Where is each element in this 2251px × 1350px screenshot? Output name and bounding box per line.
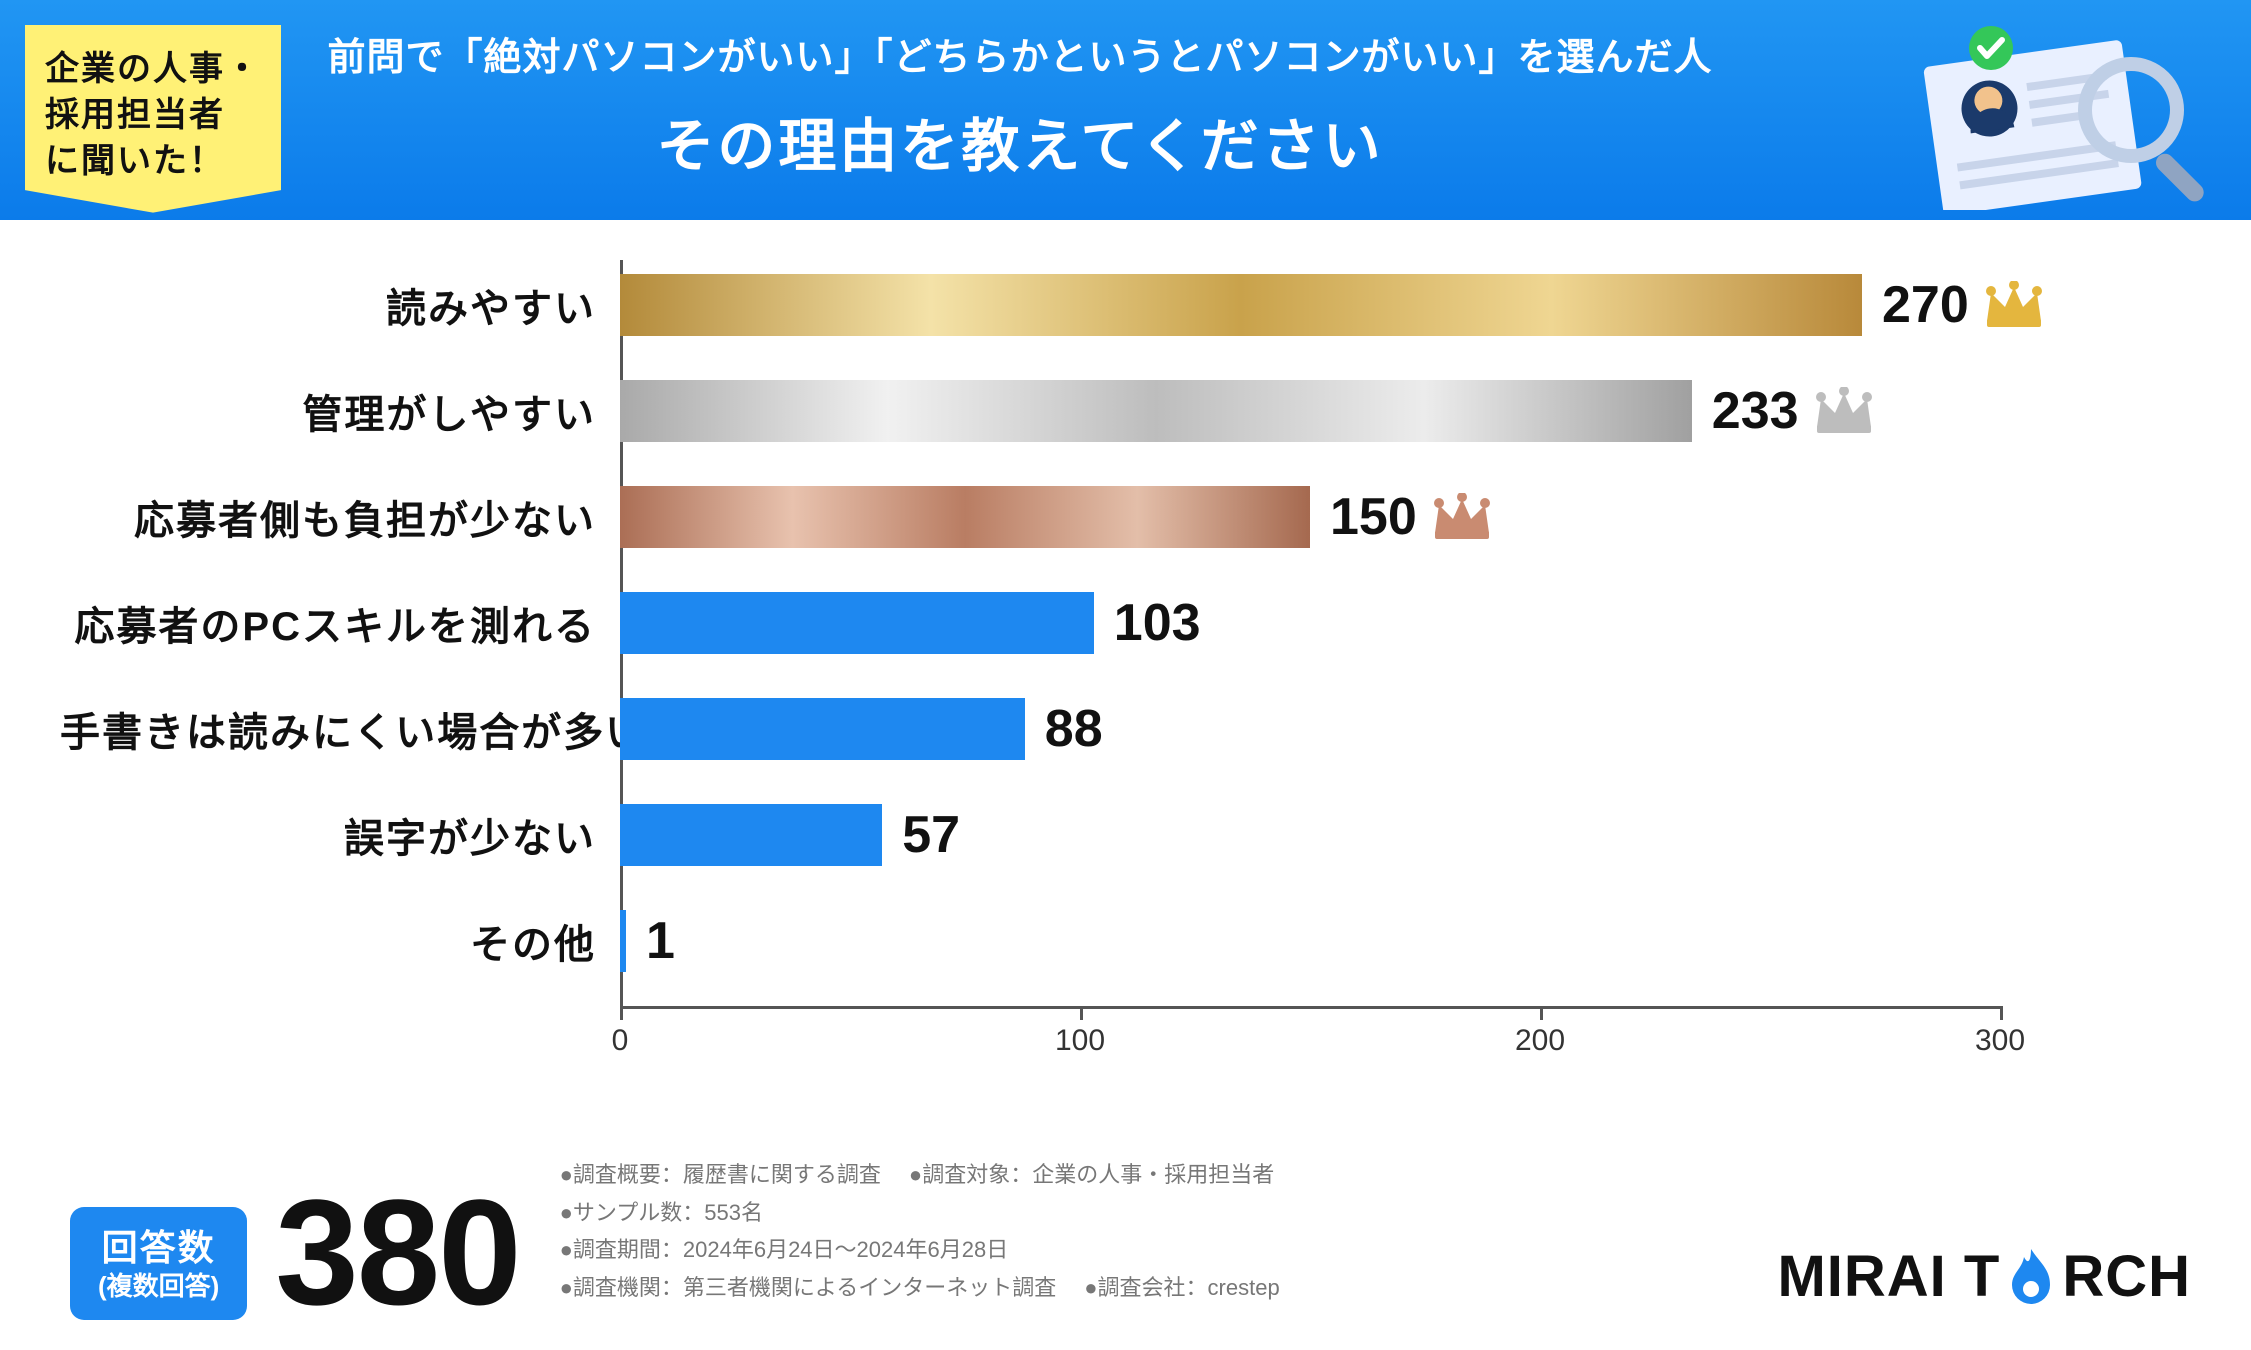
bar-value: 103: [1114, 593, 1201, 653]
chart-row: 読みやすい270: [60, 260, 2190, 350]
bar: [620, 486, 1310, 548]
responses-value: 380: [275, 1185, 519, 1320]
axis-x-line: [620, 1006, 2000, 1009]
axis-tick-label: 100: [1055, 1024, 1105, 1058]
header-badge-line: に聞いた！: [45, 139, 261, 185]
axis-tick: [1080, 1006, 1083, 1020]
meta-item: ●調査機関：第三者機関によるインターネット調査: [560, 1275, 1057, 1300]
meta-item: ●調査会社：crestep: [1084, 1275, 1279, 1300]
flame-icon: [2006, 1247, 2056, 1307]
brand-text-pre: MIRAI T: [1777, 1243, 2000, 1310]
header-badge-line: 企業の人事・: [45, 47, 261, 93]
axis-tick-label: 200: [1515, 1024, 1565, 1058]
category-label: 応募者側も負担が少ない: [60, 488, 620, 546]
header-title: その理由を教えてください: [320, 99, 1720, 183]
footer: 回答数 (複数回答) 380 ●調査概要：履歴書に関する調査 ●調査対象：企業の人…: [0, 1120, 2251, 1350]
header-badge: 企業の人事・ 採用担当者 に聞いた！: [25, 25, 281, 213]
category-label: 誤字が少ない: [60, 806, 620, 864]
category-label: 応募者のPCスキルを測れる: [60, 594, 620, 652]
meta-line: ●調査期間：2024年6月24日〜2024年6月28日 ●調査機関：第三者機関によ…: [560, 1231, 1520, 1306]
chart-row: 応募者のPCスキルを測れる 103: [60, 578, 2190, 668]
meta-item: ●調査概要：履歴書に関する調査: [560, 1162, 881, 1187]
plot-cell: 103: [620, 578, 2000, 668]
brand-text-post: RCH: [2062, 1243, 2191, 1310]
chart-row: 管理がしやすい 233: [60, 366, 2190, 456]
chart-inner: 0100200300 読みやすい270管理がしやすい233応募者側も負担が少ない…: [60, 260, 2190, 1090]
chart-row: その他 1: [60, 896, 2190, 986]
brand-logo: MIRAI T RCH: [1777, 1243, 2191, 1310]
plot-cell: 1: [620, 896, 2000, 986]
axis-tick: [1540, 1006, 1543, 1020]
category-label: その他: [60, 912, 620, 970]
header-titles: 前問で「絶対パソコンがいい」「どちらかというとパソコンがいい」を選んだ人 その理…: [320, 26, 1720, 183]
plot-cell: 270: [620, 260, 2000, 350]
chart-row: 手書きは読みにくい場合が多い 88: [60, 684, 2190, 774]
responses-title: 回答数: [98, 1225, 219, 1270]
chart-row: 誤字が少ない 57: [60, 790, 2190, 880]
meta-item: ●サンプル数：553名: [560, 1200, 763, 1225]
survey-meta: ●調査概要：履歴書に関する調査 ●調査対象：企業の人事・採用担当者 ●サンプル数：5…: [560, 1156, 1520, 1306]
meta-item: ●調査期間：2024年6月24日〜2024年6月28日: [560, 1237, 1009, 1262]
bar-value: 88: [1045, 699, 1103, 759]
header-subtitle: 前問で「絶対パソコンがいい」「どちらかというとパソコンがいい」を選んだ人: [320, 26, 1720, 81]
category-label: 管理がしやすい: [60, 382, 620, 440]
meta-item: ●調査対象：企業の人事・採用担当者: [909, 1162, 1274, 1187]
plot-cell: 57: [620, 790, 2000, 880]
bar-value: 270: [1882, 275, 2045, 335]
bar-value: 233: [1712, 381, 1875, 441]
plot-cell: 150: [620, 472, 2000, 562]
meta-line: ●調査概要：履歴書に関する調査 ●調査対象：企業の人事・採用担当者 ●サンプル数：5…: [560, 1156, 1520, 1231]
bar: [620, 380, 1692, 442]
header-badge-line: 採用担当者: [45, 93, 261, 139]
category-label: 読みやすい: [60, 276, 620, 334]
chart-row: 応募者側も負担が少ない 150: [60, 472, 2190, 562]
category-label: 手書きは読みにくい場合が多い: [60, 700, 620, 758]
bar-value: 1: [646, 911, 675, 971]
header-illustration: [1891, 20, 2211, 210]
bar: [620, 592, 1094, 654]
bar: [620, 804, 882, 866]
axis-tick: [620, 1006, 623, 1020]
header: 企業の人事・ 採用担当者 に聞いた！ 前問で「絶対パソコンがいい」「どちらかとい…: [0, 0, 2251, 220]
chart-area: 0100200300 読みやすい270管理がしやすい233応募者側も負担が少ない…: [60, 260, 2190, 1090]
responses-note: (複数回答): [98, 1270, 219, 1303]
axis-tick-label: 0: [612, 1024, 629, 1058]
plot-cell: 233: [620, 366, 2000, 456]
plot-cell: 88: [620, 684, 2000, 774]
bar: [620, 274, 1862, 336]
bar-value: 150: [1330, 487, 1493, 547]
bar: [620, 698, 1025, 760]
responses-badge: 回答数 (複数回答): [70, 1207, 247, 1321]
axis-tick: [2000, 1006, 2003, 1020]
bar: [620, 910, 626, 972]
axis-tick-label: 300: [1975, 1024, 2025, 1058]
bar-value: 57: [902, 805, 960, 865]
